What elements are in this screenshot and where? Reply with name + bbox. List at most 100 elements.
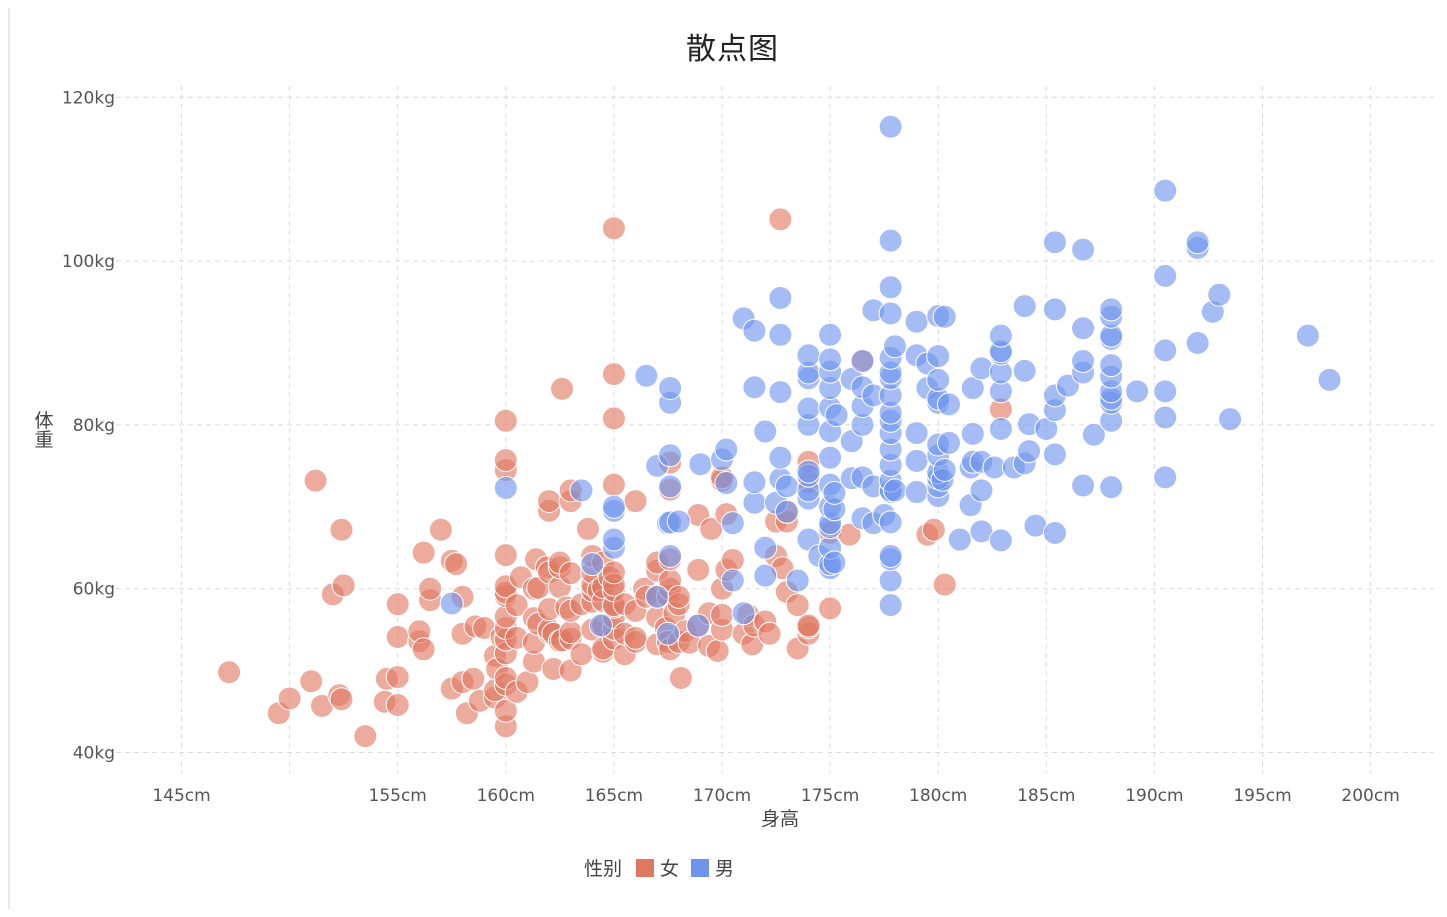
data-point[interactable] [1153,178,1178,203]
legend-item-male[interactable]: 男 [691,854,734,881]
data-point[interactable] [658,543,683,568]
data-point[interactable] [1153,465,1178,490]
data-point[interactable] [753,563,778,588]
data-point[interactable] [947,527,972,552]
data-point[interactable] [504,593,529,618]
data-point[interactable] [742,490,767,515]
data-point[interactable] [686,613,711,638]
data-point[interactable] [1071,237,1096,262]
data-point[interactable] [575,516,600,541]
data-point[interactable] [705,638,730,663]
data-point[interactable] [558,561,583,586]
data-point[interactable] [537,489,562,514]
data-point[interactable] [658,376,683,401]
data-point[interactable] [550,376,575,401]
data-point[interactable] [1153,263,1178,288]
data-point[interactable] [731,601,756,626]
data-point[interactable] [818,445,843,470]
data-point[interactable] [385,692,410,717]
data-point[interactable] [969,519,994,544]
data-point[interactable] [493,408,518,433]
data-point[interactable] [969,356,994,381]
data-point[interactable] [601,494,626,519]
data-point[interactable] [411,540,436,565]
data-point[interactable] [785,593,810,618]
data-point[interactable] [1125,379,1150,404]
data-point[interactable] [439,591,464,616]
data-point[interactable] [1099,475,1124,500]
data-point[interactable] [850,349,875,374]
data-point[interactable] [926,367,951,392]
data-point[interactable] [988,323,1013,348]
data-point[interactable] [932,572,957,597]
data-point[interactable] [878,543,903,568]
data-point[interactable] [921,517,946,542]
data-point[interactable] [904,309,929,334]
data-point[interactable] [601,560,626,585]
data-point[interactable] [1153,338,1178,363]
data-point[interactable] [768,322,793,347]
data-point[interactable] [329,687,354,712]
data-point[interactable] [714,471,739,496]
data-point[interactable] [558,620,583,645]
data-point[interactable] [686,557,711,582]
data-point[interactable] [515,670,540,695]
data-point[interactable] [969,478,994,503]
data-point[interactable] [1042,230,1067,255]
data-point[interactable] [768,207,793,232]
data-point[interactable] [1317,367,1342,392]
legend-item-female[interactable]: 女 [636,854,679,881]
data-point[interactable] [818,322,843,347]
data-point[interactable] [601,362,626,387]
data-point[interactable] [353,724,378,749]
data-point[interactable] [1295,323,1320,348]
data-point[interactable] [1017,439,1042,464]
data-point[interactable] [742,470,767,495]
data-point[interactable] [666,509,691,534]
data-point[interactable] [796,613,821,638]
data-point[interactable] [757,621,782,646]
data-point[interactable] [1185,331,1210,355]
data-point[interactable] [277,686,302,711]
data-point[interactable] [217,660,242,685]
data-point[interactable] [988,528,1013,553]
data-point[interactable] [926,344,951,369]
data-point[interactable] [1071,349,1096,374]
data-point[interactable] [1071,473,1096,498]
data-point[interactable] [418,576,443,601]
data-point[interactable] [299,669,324,694]
data-point[interactable] [1153,379,1178,404]
data-point[interactable] [882,334,907,359]
data-point[interactable] [796,343,821,368]
data-point[interactable] [1185,230,1210,255]
data-point[interactable] [796,459,821,484]
data-point[interactable] [720,511,745,536]
data-point[interactable] [937,392,962,417]
data-point[interactable] [623,489,648,514]
data-point[interactable] [824,403,849,428]
data-point[interactable] [822,550,847,575]
data-point[interactable] [822,480,847,505]
data-point[interactable] [329,517,354,542]
data-point[interactable] [720,548,745,573]
data-point[interactable] [878,114,903,139]
data-point[interactable] [796,396,821,421]
data-point[interactable] [1218,407,1243,432]
data-point[interactable] [904,421,929,446]
data-point[interactable] [428,517,453,542]
data-point[interactable] [601,472,626,497]
data-point[interactable] [774,474,799,499]
data-point[interactable] [753,419,778,444]
data-point[interactable] [878,510,903,535]
data-point[interactable] [714,437,739,462]
data-point[interactable] [493,698,518,723]
data-point[interactable] [818,596,843,621]
data-point[interactable] [878,568,903,593]
data-point[interactable] [588,613,613,638]
data-point[interactable] [904,448,929,473]
data-point[interactable] [331,573,356,598]
data-point[interactable] [385,625,410,650]
data-point[interactable] [580,552,605,577]
data-point[interactable] [710,602,734,627]
data-point[interactable] [932,457,957,482]
